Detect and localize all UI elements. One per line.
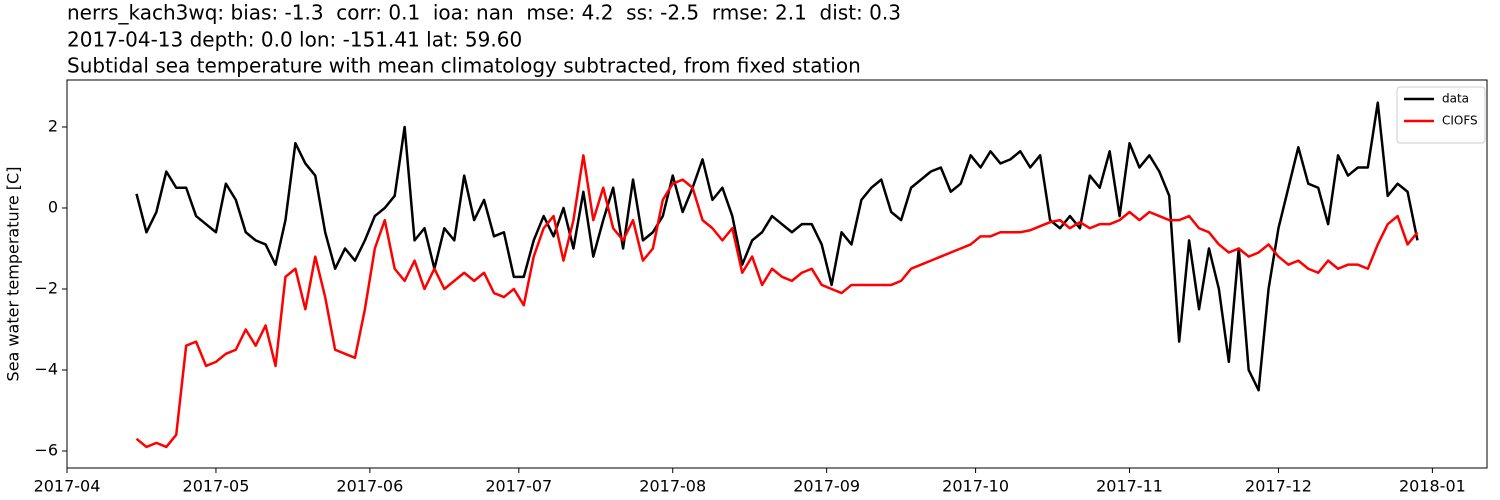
data-line xyxy=(135,101,1419,392)
x-tick-label: 2017-09 xyxy=(793,477,860,496)
data-line xyxy=(135,154,1419,449)
chart-subtitle: Subtidal sea temperature with mean clima… xyxy=(67,54,861,78)
x-tick-label: 2017-05 xyxy=(183,477,250,496)
x-tick-label: 2017-12 xyxy=(1245,477,1312,496)
y-tick-label: −4 xyxy=(34,359,58,378)
y-tick-label: 2 xyxy=(48,116,58,135)
y-axis-label: Sea water temperature [C] xyxy=(4,167,23,382)
legend-label: CIOFS xyxy=(1442,114,1478,128)
chart-title: nerrs_kach3wq: bias: -1.3 corr: 0.1 ioa:… xyxy=(67,1,901,25)
chart-subtitle: 2017-04-13 depth: 0.0 lon: -151.41 lat: … xyxy=(67,28,522,52)
x-tick-label: 2017-08 xyxy=(639,477,706,496)
x-tick-label: 2017-07 xyxy=(485,477,552,496)
y-tick-label: −6 xyxy=(34,440,58,459)
y-tick-label: 0 xyxy=(48,197,58,216)
legend-box xyxy=(1396,86,1486,144)
legend-label: data xyxy=(1442,92,1469,106)
y-tick-label: −2 xyxy=(34,278,58,297)
x-tick-label: 2017-11 xyxy=(1096,477,1163,496)
x-tick-label: 2017-06 xyxy=(336,477,403,496)
x-tick-label: 2017-04 xyxy=(34,477,101,496)
x-tick-label: 2018-01 xyxy=(1399,477,1466,496)
x-tick-label: 2017-10 xyxy=(942,477,1009,496)
plot-frame xyxy=(66,79,1488,469)
